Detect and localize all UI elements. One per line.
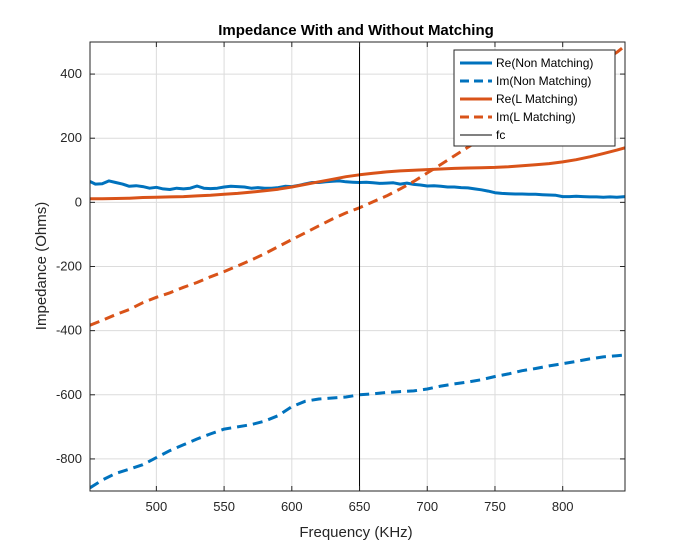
y-tick-label: -200 <box>56 259 82 274</box>
x-tick-label: 750 <box>484 499 506 514</box>
y-tick-label: 0 <box>75 194 82 209</box>
legend-label: Re(Non Matching) <box>496 56 593 70</box>
y-tick-label: 200 <box>60 130 82 145</box>
y-axis-label: Impedance (Ohms) <box>33 202 50 330</box>
ticks-layer: 500 550 600 650 700 750 800 -800 -600 -400 -200 0 20… <box>56 42 625 514</box>
legend: Re(Non Matching) Im(Non Matching) Re(L Mat… <box>453 49 616 147</box>
legend-label: Im(L Matching) <box>496 110 576 124</box>
legend-label: Re(L Matching) <box>496 92 578 106</box>
x-tick-label: 800 <box>552 499 574 514</box>
chart-title: Impedance With and Without Matching <box>218 22 494 39</box>
y-tick-label: -600 <box>56 387 82 402</box>
series-line-1 <box>90 179 625 199</box>
y-tick-label: 400 <box>60 66 82 81</box>
legend-label: Im(Non Matching) <box>496 74 591 88</box>
x-tick-label: 500 <box>146 499 168 514</box>
x-tick-label: 650 <box>349 499 371 514</box>
y-tick-label: -800 <box>56 451 82 466</box>
y-tick-label: -400 <box>56 323 82 338</box>
x-axis-label: Frequency (KHz) <box>299 524 412 541</box>
x-tick-label: 600 <box>281 499 303 514</box>
x-tick-label: 550 <box>213 499 235 514</box>
legend-label: fc <box>496 128 505 142</box>
x-tick-label: 700 <box>416 499 438 514</box>
